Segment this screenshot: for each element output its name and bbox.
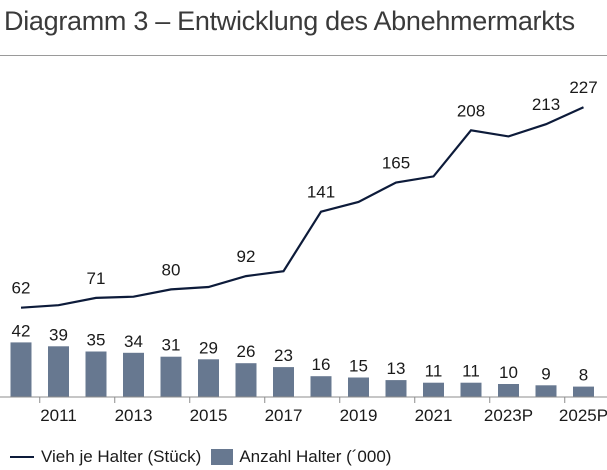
- line-label-2012: 71: [87, 269, 106, 288]
- bar-label-2015: 29: [199, 338, 218, 357]
- bar-label-2021: 11: [425, 362, 443, 381]
- x-tick-label-2023P: 2023P: [484, 406, 533, 425]
- line-label-2010: 62: [12, 279, 31, 298]
- x-tick-label-2013: 2013: [115, 406, 153, 425]
- bar-2022: [460, 382, 482, 397]
- line-label-2025P: 227: [569, 78, 597, 97]
- bar-2023P: [498, 384, 519, 397]
- legend-label-bar: Anzahl Halter (´000): [239, 447, 392, 466]
- line-label-2014: 80: [162, 260, 181, 279]
- line-label-2020: 165: [382, 154, 410, 173]
- bar-labels-layer: 42 39 35 34 31 29 26 23 16 15 13 11 11 10 9 8: [12, 321, 589, 384]
- bar-label-2017: 23: [274, 346, 293, 365]
- bar-2014: [160, 356, 182, 397]
- legend-label-line: Vieh je Halter (Stück): [41, 447, 202, 466]
- legend-item-line: Vieh je Halter (Stück): [10, 447, 201, 467]
- bar-label-2023P: 10: [499, 363, 518, 382]
- line-label-2024P: 213: [532, 95, 560, 114]
- x-tick-label-2025P: 2025P: [559, 406, 607, 425]
- line-label-2022: 208: [457, 101, 485, 120]
- line-labels-layer: 62 71 80 92 141 165 208 213 227: [12, 78, 598, 297]
- x-tick-label-2011: 2011: [40, 406, 77, 425]
- bar-label-2019: 15: [349, 357, 368, 376]
- bar-label-2014: 31: [162, 336, 181, 355]
- bar-label-2022: 11: [462, 362, 480, 381]
- bar-label-2020: 13: [387, 359, 406, 378]
- title-divider: [0, 55, 607, 56]
- legend-bar-swatch: [211, 449, 234, 465]
- bar-label-2016: 26: [237, 342, 256, 361]
- chart-title: Diagramm 3 – Entwicklung des Abnehmermar…: [4, 6, 575, 36]
- bar-2015: [198, 359, 219, 397]
- line-label-2018: 141: [307, 183, 335, 202]
- bars-layer: [10, 342, 594, 397]
- bar-label-2018: 16: [312, 355, 331, 374]
- line-series-vieh-je-halter: [20, 106, 584, 309]
- bar-2024P: [535, 385, 557, 397]
- bar-2011: [48, 346, 69, 397]
- bar-2025P: [573, 386, 594, 397]
- line-label-2016: 92: [237, 247, 256, 266]
- bar-2019: [348, 377, 369, 397]
- bar-label-2010: 42: [12, 321, 31, 340]
- bar-2010: [10, 342, 32, 397]
- bar-label-2025P: 8: [579, 366, 588, 385]
- legend-item-bar: Anzahl Halter (´000): [211, 447, 391, 467]
- bar-label-2011: 39: [49, 325, 68, 344]
- x-ticks-layer: [39, 397, 566, 403]
- legend: Vieh je Halter (Stück) Anzahl Halter (´0…: [10, 447, 401, 467]
- bar-label-2024P: 9: [541, 364, 550, 383]
- x-tick-labels-layer: 2011 2013 2015 2017 2019 2021 2023P 2025P: [40, 406, 607, 425]
- bar-2021: [423, 382, 444, 397]
- bar-2017: [273, 367, 294, 397]
- x-tick-label-2019: 2019: [340, 406, 378, 425]
- bar-label-2013: 34: [124, 332, 143, 351]
- x-tick-label-2015: 2015: [190, 406, 228, 425]
- bar-2013: [123, 352, 144, 397]
- legend-line-swatch: [10, 456, 34, 458]
- x-tick-label-2017: 2017: [265, 406, 303, 425]
- bar-label-2012: 35: [87, 331, 106, 350]
- bar-2012: [85, 351, 107, 397]
- bar-2016: [235, 363, 257, 397]
- bar-2020: [385, 380, 407, 397]
- x-tick-label-2021: 2021: [415, 406, 453, 425]
- bar-2018: [310, 376, 332, 397]
